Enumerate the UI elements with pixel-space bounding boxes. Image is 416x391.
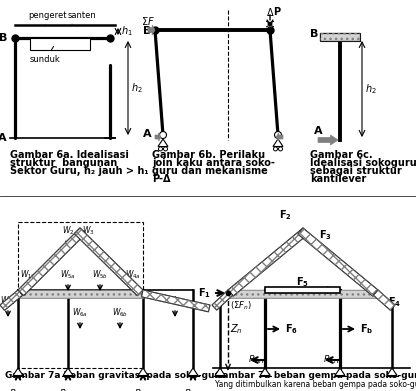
Text: P-Δ: P-Δ (152, 174, 171, 184)
Text: Gambar 6a. Idealisasi: Gambar 6a. Idealisasi (10, 150, 129, 160)
Polygon shape (0, 290, 22, 310)
Polygon shape (148, 25, 155, 35)
Circle shape (278, 147, 282, 151)
Text: $W_2$: $W_2$ (62, 224, 74, 237)
Bar (265, 287, 340, 293)
Bar (18, 222, 143, 368)
Text: $R_{CH}$: $R_{CH}$ (323, 353, 341, 366)
Text: join kaku antara soko-: join kaku antara soko- (152, 158, 275, 168)
Polygon shape (318, 135, 338, 145)
Polygon shape (298, 228, 378, 296)
Circle shape (159, 131, 166, 138)
Circle shape (273, 147, 277, 151)
Text: $R_{DV}$: $R_{DV}$ (184, 388, 202, 391)
Text: $W_{5b}$: $W_{5b}$ (92, 269, 108, 281)
Bar (320, 33, 360, 41)
Text: pengeret: pengeret (28, 11, 67, 25)
Text: sebagai struktur: sebagai struktur (310, 166, 402, 176)
Bar (18, 290, 143, 298)
Text: $h_1$: $h_1$ (121, 25, 133, 38)
Polygon shape (18, 228, 86, 296)
Text: $h_2$: $h_2$ (131, 81, 143, 95)
Text: $\mathbf{F_b}$: $\mathbf{F_b}$ (360, 322, 374, 336)
Bar (320, 33, 360, 41)
Polygon shape (188, 368, 198, 375)
Text: A: A (0, 133, 7, 143)
Text: $W_{5a}$: $W_{5a}$ (60, 269, 76, 281)
Text: B: B (143, 26, 151, 36)
Text: $h_2$: $h_2$ (365, 82, 377, 96)
Text: $R_{AV}$: $R_{AV}$ (9, 388, 27, 391)
Polygon shape (215, 368, 225, 375)
Text: Gambar 6b. Perilaku: Gambar 6b. Perilaku (152, 150, 265, 160)
Text: $R_{CV}$: $R_{CV}$ (134, 388, 152, 391)
Polygon shape (273, 139, 283, 147)
Polygon shape (212, 290, 233, 310)
Text: Yang ditimbulkan karena beban gempa pada soko-guru: Yang ditimbulkan karena beban gempa pada… (215, 380, 416, 389)
Polygon shape (13, 368, 23, 375)
Polygon shape (228, 228, 308, 296)
Polygon shape (63, 368, 73, 375)
Text: $W_{4b}$: $W_{4b}$ (167, 294, 183, 307)
Text: A: A (314, 126, 322, 136)
Circle shape (275, 131, 282, 138)
Polygon shape (74, 228, 143, 296)
Text: Sektor Guru, h₂ jauh > h₁: Sektor Guru, h₂ jauh > h₁ (10, 166, 149, 176)
Text: $\Sigma F$: $\Sigma F$ (141, 15, 155, 27)
Text: P: P (273, 7, 280, 17)
Polygon shape (138, 368, 148, 375)
Polygon shape (260, 368, 270, 375)
Text: $\mathbf{F_5}$: $\mathbf{F_5}$ (296, 275, 309, 289)
Polygon shape (158, 139, 168, 147)
Text: $\mathbf{F_6}$: $\mathbf{F_6}$ (285, 322, 298, 336)
Bar (228, 290, 378, 298)
Text: $\mathbf{F_4}$: $\mathbf{F_4}$ (388, 295, 401, 309)
Polygon shape (374, 290, 395, 310)
Polygon shape (141, 290, 210, 312)
Text: sunduk: sunduk (30, 47, 61, 65)
Text: kantilever: kantilever (310, 174, 366, 184)
Text: B: B (0, 33, 7, 43)
Text: A: A (143, 129, 151, 139)
Bar (18, 290, 143, 298)
Text: Gambar 6c.: Gambar 6c. (310, 150, 373, 160)
Text: guru dan mekanisme: guru dan mekanisme (152, 166, 268, 176)
Polygon shape (335, 368, 345, 375)
Text: $R_{BH}$: $R_{BH}$ (248, 353, 265, 366)
Polygon shape (276, 133, 283, 141)
Text: struktur  bangunan: struktur bangunan (10, 158, 117, 168)
Text: $W_{4a}$: $W_{4a}$ (125, 269, 141, 281)
Text: Idealisasi sokoguru: Idealisasi sokoguru (310, 158, 416, 168)
Text: $\mathbf{F_3}$: $\mathbf{F_3}$ (319, 228, 332, 242)
Text: $R_{BV}$: $R_{BV}$ (59, 388, 77, 391)
Text: B: B (310, 29, 318, 39)
Text: Gambar 7a beban gravitasi pada soko-guru: Gambar 7a beban gravitasi pada soko-guru (5, 371, 225, 380)
Text: $\mathbf{F_1}$: $\mathbf{F_1}$ (198, 286, 211, 300)
Text: $W_3$: $W_3$ (82, 224, 94, 237)
Text: $W_{1a}$: $W_{1a}$ (0, 294, 16, 307)
Circle shape (158, 147, 163, 151)
Text: $(\Sigma F_n)$: $(\Sigma F_n)$ (230, 300, 252, 312)
Polygon shape (387, 368, 397, 375)
Bar (228, 290, 378, 298)
Text: $\Delta$: $\Delta$ (266, 6, 274, 18)
Text: santen: santen (68, 11, 97, 24)
Circle shape (163, 147, 168, 151)
Text: $W_{6b}$: $W_{6b}$ (112, 307, 128, 319)
Text: $W_{1b}$: $W_{1b}$ (20, 269, 36, 281)
Text: Gambar 7b beban gempa pada soko-guru: Gambar 7b beban gempa pada soko-guru (215, 371, 416, 380)
Text: $Z_n$: $Z_n$ (230, 322, 243, 336)
Text: $W_{6a}$: $W_{6a}$ (72, 307, 88, 319)
Bar (30, 38, 90, 50)
Text: $\mathbf{F_2}$: $\mathbf{F_2}$ (279, 208, 291, 222)
Polygon shape (155, 133, 161, 141)
